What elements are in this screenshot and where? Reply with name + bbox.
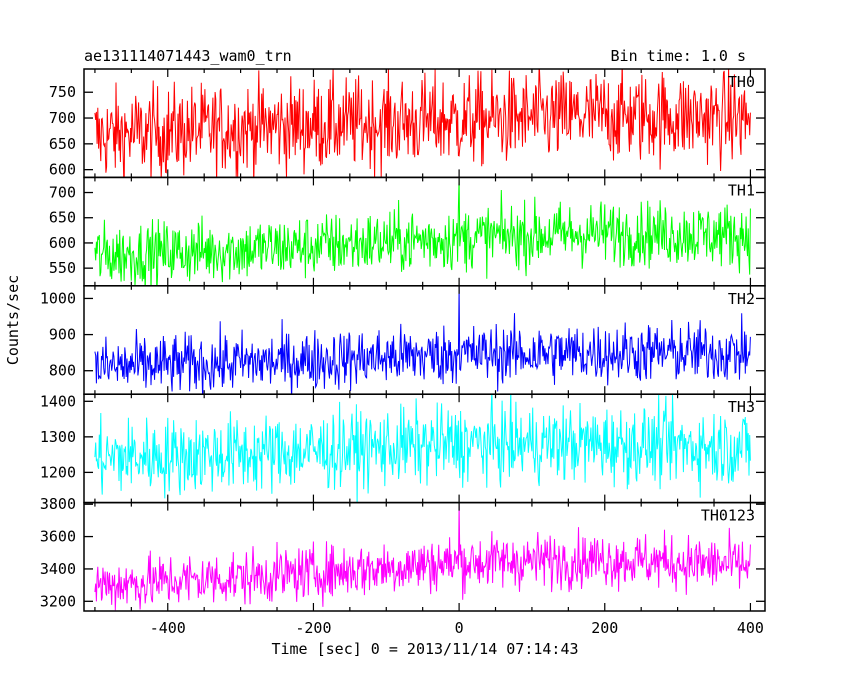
y-tick-label: 750	[49, 83, 76, 101]
y-tick-label: 3200	[40, 592, 76, 610]
series-line-th2	[94, 285, 751, 395]
panel-label-th0123: TH0123	[701, 507, 755, 525]
panel-label-th3: TH3	[728, 398, 755, 416]
panels-group: 750 700 650 600 TH0 700 650 600 550 TH1 1000 900 800…	[40, 68, 766, 637]
x-tick-label: -200	[295, 619, 331, 637]
y-tick-label: 1400	[40, 392, 76, 410]
panel-frame	[83, 393, 766, 504]
y-tick-label: 1300	[40, 428, 76, 446]
y-tick-label: 650	[49, 135, 76, 153]
panel-frame	[83, 501, 766, 612]
y-axis-label: Counts/sec	[4, 275, 22, 365]
x-tick-label: 400	[737, 619, 764, 637]
panel-th0123: 3800 3600 3400 3200 TH0123	[40, 495, 766, 612]
series-line-th1	[94, 177, 751, 286]
x-tick-label: 200	[591, 619, 618, 637]
x-axis-label: Time [sec] 0 = 2013/11/14 07:14:43	[271, 640, 578, 658]
panel-th0: 750 700 650 600 TH0	[49, 68, 766, 179]
bin-time-label: Bin time: 1.0 s	[611, 47, 746, 65]
panel-th3: 1400 1300 1200 TH3	[40, 392, 766, 504]
x-tick-label: -400	[150, 619, 186, 637]
y-tick-label: 900	[49, 326, 76, 344]
chart-title: ae131114071443_wam0_trn	[84, 47, 292, 65]
y-tick-label: 800	[49, 362, 76, 380]
y-tick-label: 650	[49, 209, 76, 227]
panel-label-th0: TH0	[728, 73, 755, 91]
x-tick-label: 0	[455, 619, 464, 637]
panel-label-th1: TH1	[728, 181, 755, 199]
series-line-th0	[94, 69, 751, 178]
y-tick-label: 700	[49, 109, 76, 127]
panel-th1: 700 650 600 550 TH1	[49, 176, 766, 287]
y-tick-label: 3600	[40, 528, 76, 546]
y-tick-label: 600	[49, 234, 76, 252]
series-line-th0123	[94, 504, 751, 611]
panel-label-th2: TH2	[728, 290, 755, 308]
y-tick-label: 550	[49, 259, 76, 277]
y-tick-label: 1000	[40, 289, 76, 307]
y-tick-label: 3800	[40, 495, 76, 513]
y-tick-label: 600	[49, 161, 76, 179]
series-line-th3	[94, 394, 751, 503]
y-tick-label: 700	[49, 184, 76, 202]
y-tick-label: 3400	[40, 560, 76, 578]
panel-th2: 1000 900 800 TH2	[40, 285, 766, 395]
y-tick-label: 1200	[40, 463, 76, 481]
